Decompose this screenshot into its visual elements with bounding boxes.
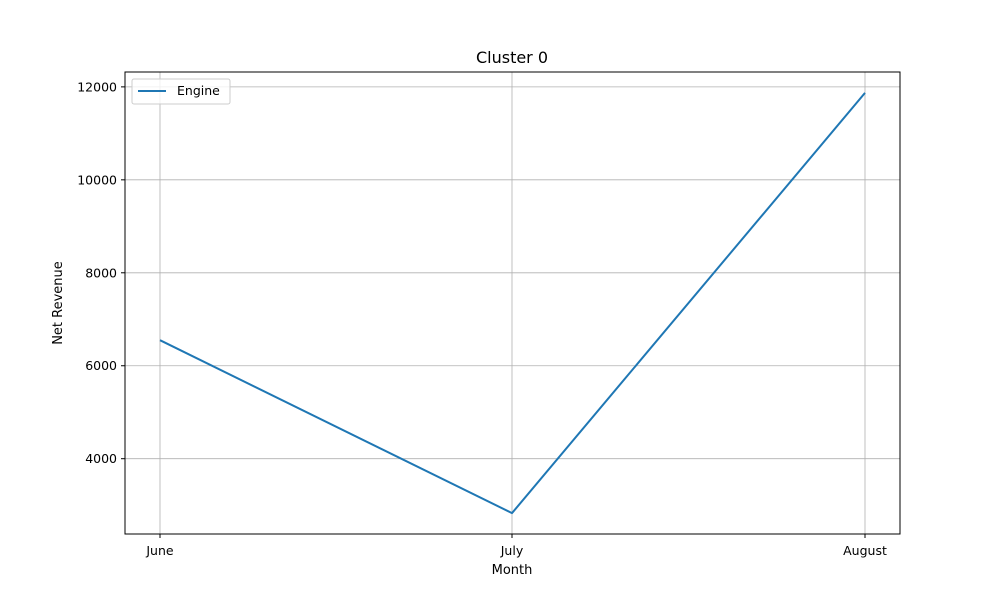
legend: Engine <box>131 78 231 105</box>
y-tick-label: 12000 <box>77 79 117 94</box>
x-tick-label: July <box>500 543 524 558</box>
x-axis-label: Month <box>492 563 533 578</box>
chart-title: Cluster 0 <box>476 48 548 67</box>
y-tick-label: 10000 <box>77 172 117 187</box>
y-tick-label: 4000 <box>85 451 117 466</box>
series-line-engine <box>159 92 866 515</box>
y-tick-label: 6000 <box>85 358 117 373</box>
legend-box <box>131 78 231 105</box>
x-tick-label: August <box>843 543 887 558</box>
series-layer <box>159 92 866 515</box>
grid <box>125 72 900 534</box>
x-tick-label: June <box>145 543 174 558</box>
ticks: June July August 4000 6000 8000 10000 12000 <box>77 79 887 558</box>
plot-frame <box>124 71 901 535</box>
y-axis-label: Net Revenue <box>51 261 66 345</box>
y-tick-label: 8000 <box>85 265 117 280</box>
legend-label-engine: Engine <box>177 83 220 98</box>
